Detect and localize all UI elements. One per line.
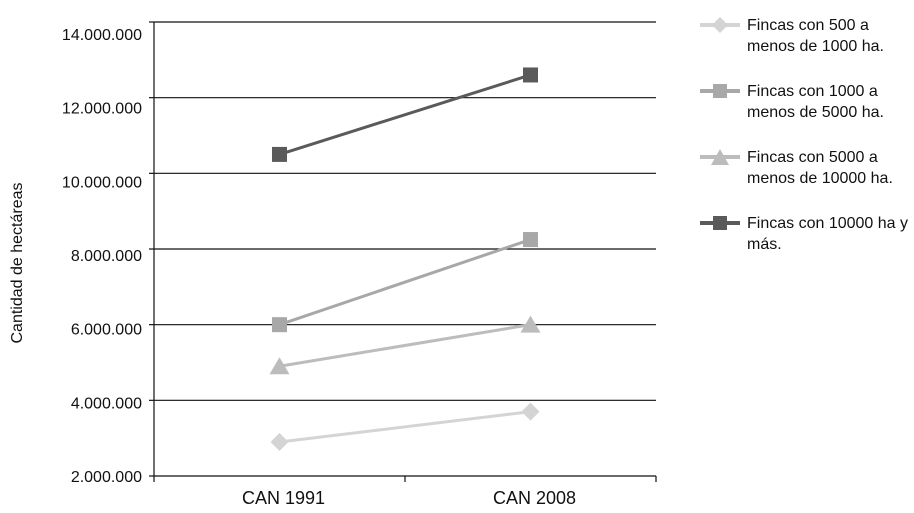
legend-swatch	[700, 216, 740, 230]
data-point	[523, 67, 538, 83]
x-tick-label: CAN 1991	[242, 488, 325, 508]
legend-item: Fincas con 1000 a menos de 5000 ha.	[698, 80, 914, 146]
legend-swatch	[700, 149, 740, 165]
chart-legend: Fincas con 500 a menos de 1000 ha. Fincas…	[698, 14, 914, 278]
y-tick-label: 2.000.000	[71, 469, 142, 486]
y-tick-label: 4.000.000	[71, 395, 142, 412]
legend-item: Fincas con 500 a menos de 1000 ha.	[698, 14, 914, 80]
y-axis-title: Cantidad de hectáreas	[9, 183, 26, 344]
series-line	[279, 73, 531, 156]
legend-label: Fincas con 500 a menos de 1000 ha.	[747, 17, 884, 55]
y-tick-label: 6.000.000	[71, 322, 142, 339]
data-point	[523, 232, 538, 248]
data-point	[521, 402, 540, 421]
data-point	[272, 146, 287, 162]
legend-label: Fincas con 1000 a menos de 5000 ha.	[747, 83, 884, 121]
data-point	[520, 315, 541, 333]
data-point	[270, 432, 289, 451]
y-tick-label: 10.000.000	[62, 174, 142, 191]
y-tick-label: 8.000.000	[71, 248, 142, 265]
x-tick-label: CAN 2008	[493, 488, 576, 508]
legend-label: Fincas con 5000 a menos de 10000 ha.	[747, 149, 893, 187]
series-line	[279, 410, 531, 444]
data-point	[269, 357, 290, 375]
legend-swatch	[700, 17, 740, 33]
legend-swatch	[700, 84, 740, 98]
legend-item: Fincas con 10000 ha y más.	[698, 212, 914, 278]
legend-item: Fincas con 5000 a menos de 10000 ha.	[698, 146, 914, 212]
series-line	[279, 323, 531, 368]
y-tick-label: 12.000.000	[62, 101, 142, 118]
legend-label: Fincas con 10000 ha y más.	[747, 215, 908, 253]
data-point	[272, 317, 287, 333]
series-line	[279, 238, 531, 327]
y-tick-label: 14.000.000	[62, 27, 142, 44]
